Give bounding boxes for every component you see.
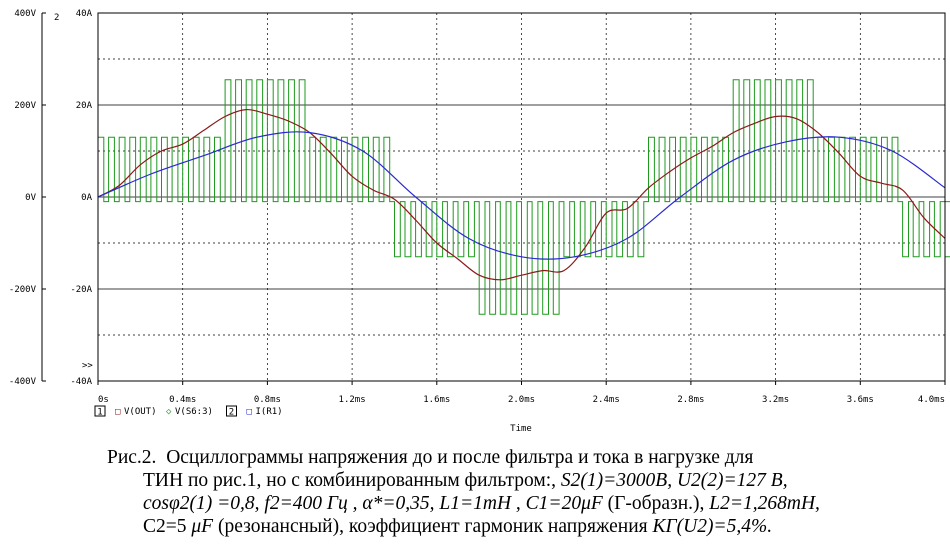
caption-line-1-text: Осциллограммы напряжения до и после филь… bbox=[166, 447, 754, 468]
y-tick-label-voltage: 400V bbox=[14, 9, 36, 19]
legend-box bbox=[226, 405, 237, 417]
y-tick-label-current: -20A bbox=[70, 285, 92, 295]
y-tick-label-current: 20A bbox=[76, 101, 93, 111]
x-tick-label: 4.0ms bbox=[918, 395, 945, 405]
y-tick-label-current: 40A bbox=[76, 9, 93, 19]
y-tick-label-current: -40A bbox=[70, 377, 92, 387]
x-tick-label: 2.8ms bbox=[677, 395, 704, 405]
y-tick-label-voltage: -200V bbox=[9, 285, 37, 295]
y-tick-label-voltage: -400V bbox=[9, 377, 37, 387]
legend-label: V(OUT) bbox=[124, 407, 157, 417]
x-tick-label: 1.6ms bbox=[423, 395, 450, 405]
caption-prefix: Рис.2. bbox=[107, 447, 157, 468]
x-tick-label: 3.6ms bbox=[847, 395, 874, 405]
caption-line-1: Рис.2. Осциллограммы напряжения до и пос… bbox=[107, 446, 753, 469]
legend-box-number: 2 bbox=[229, 408, 234, 418]
legend-symbol: □ bbox=[115, 407, 121, 417]
y-tick-label-voltage: 0V bbox=[25, 193, 36, 203]
legend-label: I(R1) bbox=[256, 407, 283, 417]
caption-line-2: ТИН по рис.1, но с комбинированным фильт… bbox=[143, 470, 788, 491]
oscilloscope-chart: 0s 0.4ms 0.8ms 1.2ms 1.6ms 2.0ms 2.4ms 2.8ms 3.2… bbox=[8, 9, 950, 434]
legend: 1 □ V(OUT) ◇ V(S6:3) 2 □ I(R1) bbox=[94, 405, 283, 418]
legend-label: V(S6:3) bbox=[175, 407, 213, 417]
axis-index-label: 2 bbox=[54, 13, 59, 23]
caption-line-4: C2=5 μF (резонансный), коэффициент гармо… bbox=[143, 516, 773, 537]
grid bbox=[98, 13, 945, 381]
x-tick-label: 3.2ms bbox=[762, 395, 789, 405]
series-i-r1 bbox=[97, 131, 946, 260]
legend-box-number: 1 bbox=[97, 408, 102, 418]
series-layer bbox=[97, 79, 950, 315]
legend-symbol: □ bbox=[247, 407, 253, 417]
legend-box bbox=[94, 405, 106, 417]
x-tick-label: 0.4ms bbox=[169, 395, 196, 405]
y-tick-label-current: 0A bbox=[81, 193, 92, 203]
y-tick-label-voltage: 200V bbox=[14, 101, 36, 111]
legend-symbol: ◇ bbox=[166, 407, 172, 417]
x-tick-label: 2.4ms bbox=[593, 395, 620, 405]
caption-line-3: cosφ2(1) =0,8, f2=400 Гц , α*=0,35, L1=1… bbox=[143, 493, 820, 514]
x-tick-label: 0s bbox=[98, 395, 109, 405]
x-tick-label: 1.2ms bbox=[339, 395, 366, 405]
x-tick-label: 0.8ms bbox=[254, 395, 281, 405]
ticks-layer: 0s 0.4ms 0.8ms 1.2ms 1.6ms 2.0ms 2.4ms 2.8ms 3.2… bbox=[9, 9, 946, 405]
x-axis-label: Time bbox=[510, 424, 532, 434]
axis-marker: >> bbox=[82, 361, 93, 371]
series-v-out bbox=[97, 108, 946, 281]
x-tick-label: 2.0ms bbox=[508, 395, 535, 405]
